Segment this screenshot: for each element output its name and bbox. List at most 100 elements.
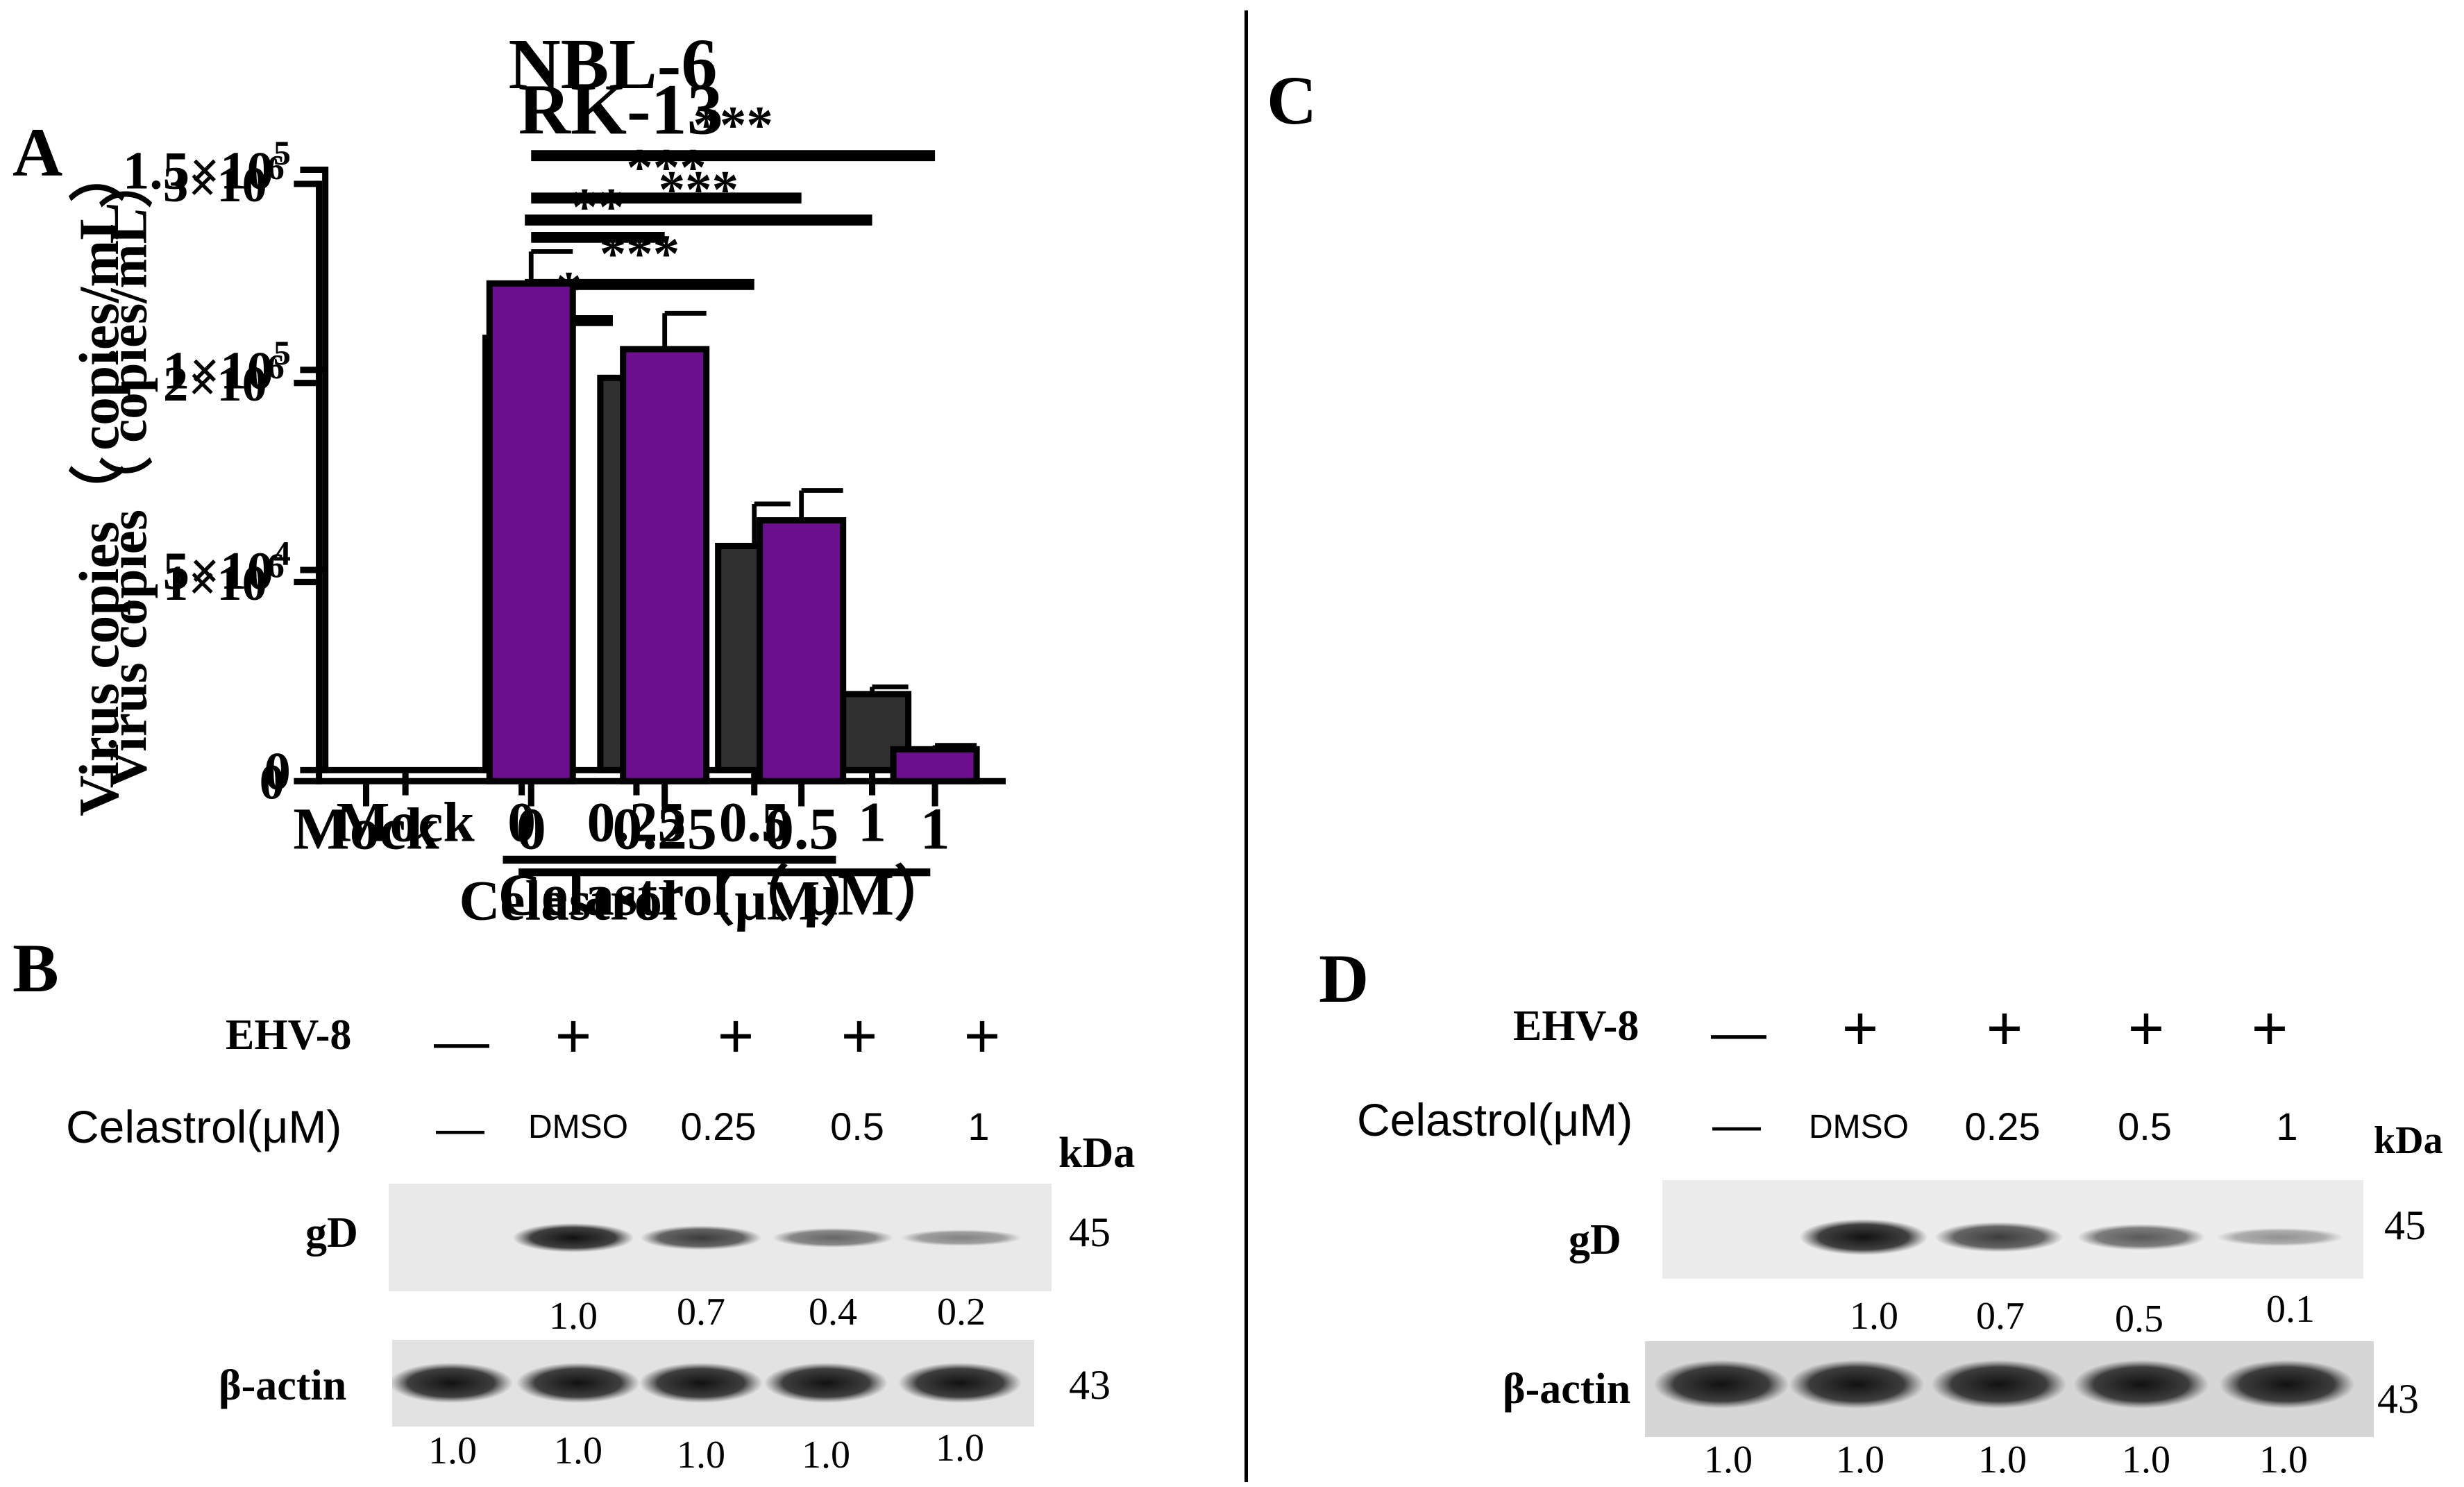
panel-letter-a: A bbox=[12, 114, 63, 191]
actin-kda: 43 bbox=[2377, 1376, 2419, 1422]
x-tick-label: Mock bbox=[293, 796, 439, 862]
blot-band bbox=[1931, 1360, 2067, 1409]
x-tick-label: Mock bbox=[337, 790, 475, 853]
gd-value-lane-2: 1.0 bbox=[1850, 1295, 1898, 1338]
gd-kda: 45 bbox=[2384, 1202, 2426, 1248]
blot-band bbox=[2216, 1227, 2345, 1247]
dose-lane-1: — bbox=[1712, 1098, 1761, 1152]
gd-value-lane-3: 0.7 bbox=[677, 1291, 725, 1334]
blot-band bbox=[639, 1363, 763, 1403]
actin-value-lane-1: 1.0 bbox=[1704, 1438, 1753, 1481]
x-tick-label: 0.25 bbox=[612, 796, 717, 862]
y-axis-label: Virus copies（ copies/mL） bbox=[99, 155, 158, 788]
actin-value-lane-2: 1.0 bbox=[1836, 1438, 1884, 1481]
plot-area: NBL-6 Virus copies（ copies/mL） 0 1×106 2×106… bbox=[67, 24, 1006, 928]
x-axis-label: Celastrol（ μM） bbox=[498, 862, 954, 928]
blot-band bbox=[900, 1229, 1022, 1246]
actin-label: β-actin bbox=[1503, 1366, 1631, 1413]
ehv-sign-lane-4: + bbox=[2127, 994, 2165, 1064]
actin-value-lane-3: 1.0 bbox=[1978, 1438, 2027, 1481]
x-tick-label: 1 bbox=[858, 790, 886, 853]
bar bbox=[890, 746, 980, 784]
ehv-sign-lane-4: + bbox=[841, 1002, 878, 1071]
y-tick-label: 1×106 bbox=[163, 546, 285, 611]
blot-band bbox=[1934, 1222, 2064, 1252]
chart-title: NBL-6 bbox=[509, 24, 718, 104]
ehv-sign-lane-5: + bbox=[2251, 994, 2288, 1064]
dose-lane-5: 1 bbox=[2276, 1104, 2298, 1148]
gd-value-lane-2: 1.0 bbox=[549, 1295, 598, 1338]
chart-title: RK-13 bbox=[518, 69, 723, 149]
x-tick-label: 0.25 bbox=[587, 790, 686, 853]
actin-value-lane-1: 1.0 bbox=[428, 1429, 477, 1472]
blot-band bbox=[512, 1223, 634, 1252]
gd-value-lane-4: 0.5 bbox=[2115, 1297, 2163, 1341]
blot-band bbox=[1789, 1360, 1925, 1409]
ehv-sign-lane-5: + bbox=[963, 1002, 1001, 1071]
gd-value-lane-3: 0.7 bbox=[1976, 1295, 2025, 1338]
x-tick-label: 0 bbox=[516, 796, 546, 862]
kda-label: kDa bbox=[2374, 1119, 2443, 1162]
celastrol-label: Celastrol(μM) bbox=[1357, 1094, 1633, 1145]
y-axis-label: Virus copies（ copies/mL） bbox=[67, 146, 130, 816]
blot-band bbox=[2219, 1360, 2355, 1409]
ehv-sign-lane-1: — bbox=[434, 1010, 489, 1072]
y-tick-label: 5×104 bbox=[163, 534, 291, 600]
x-tick-label: 0.5 bbox=[764, 796, 839, 862]
actin-value-lane-5: 1.0 bbox=[2259, 1438, 2308, 1481]
significance-label: *** bbox=[626, 137, 706, 197]
bar bbox=[620, 346, 710, 784]
bar bbox=[486, 280, 576, 784]
blot-band bbox=[516, 1363, 640, 1403]
y-tick-label: 1×105 bbox=[163, 334, 291, 401]
panel-letter-d: D bbox=[1319, 940, 1369, 1017]
x-tick-label: 0.5 bbox=[719, 790, 790, 853]
dose-lane-5: 1 bbox=[968, 1104, 990, 1148]
gd-blot-image bbox=[389, 1184, 1052, 1291]
kda-label: kDa bbox=[1058, 1129, 1136, 1177]
ehv-sign-lane-1: — bbox=[1711, 1001, 1766, 1063]
significance-label: *** bbox=[659, 160, 739, 219]
dose-lane-3: 0.25 bbox=[1964, 1104, 2041, 1148]
gd-value-lane-4: 0.4 bbox=[809, 1291, 857, 1334]
dose-lane-3: 0.25 bbox=[680, 1104, 757, 1148]
y-tick-label: 3×106 bbox=[163, 149, 285, 213]
x-tick-label: 1 bbox=[920, 796, 950, 862]
blot-band bbox=[1799, 1219, 1928, 1255]
gd-kda: 45 bbox=[1069, 1209, 1111, 1255]
ehv-sign-lane-2: + bbox=[1841, 994, 1879, 1064]
bar bbox=[757, 517, 847, 784]
blot-band bbox=[640, 1225, 762, 1250]
panel-letter-b: B bbox=[12, 930, 59, 1007]
gd-blot-image bbox=[1662, 1180, 2363, 1279]
ehv8-label: EHV-8 bbox=[226, 1011, 352, 1059]
gd-label: gD bbox=[1569, 1216, 1621, 1263]
ehv8-label: EHV-8 bbox=[1513, 1002, 1639, 1050]
blot-band bbox=[2073, 1360, 2209, 1409]
significance-label: *** bbox=[693, 95, 773, 155]
y-tick-label: 0 bbox=[264, 741, 290, 800]
y-tick-label: 1.5×105 bbox=[123, 134, 291, 201]
actin-blot-image bbox=[1645, 1341, 2374, 1437]
blot-band bbox=[1653, 1360, 1789, 1409]
actin-value-lane-2: 1.0 bbox=[554, 1429, 602, 1472]
actin-value-lane-4: 1.0 bbox=[802, 1434, 850, 1477]
panel-letter-c: C bbox=[1267, 62, 1317, 139]
celastrol-label: Celastrol(μM) bbox=[66, 1101, 342, 1152]
blot-band bbox=[764, 1363, 888, 1403]
ehv-sign-lane-3: + bbox=[717, 1002, 754, 1071]
blot-band bbox=[2077, 1224, 2206, 1250]
x-axis-label: Celastrol（μM） bbox=[459, 868, 877, 932]
gd-label: gD bbox=[305, 1209, 358, 1257]
blot-band bbox=[772, 1227, 894, 1248]
gd-value-lane-5: 0.1 bbox=[2266, 1288, 2315, 1331]
blot-band bbox=[898, 1363, 1022, 1403]
actin-label: β-actin bbox=[219, 1362, 347, 1409]
y-tick-label: 0 bbox=[260, 754, 285, 810]
gd-value-lane-5: 0.2 bbox=[937, 1291, 986, 1334]
dose-lane-4: 0.5 bbox=[830, 1104, 884, 1148]
y-tick-label: 2×106 bbox=[163, 347, 285, 412]
ehv-sign-lane-2: + bbox=[555, 1002, 592, 1071]
blot-band bbox=[392, 1363, 513, 1403]
actin-value-lane-3: 1.0 bbox=[677, 1434, 725, 1477]
